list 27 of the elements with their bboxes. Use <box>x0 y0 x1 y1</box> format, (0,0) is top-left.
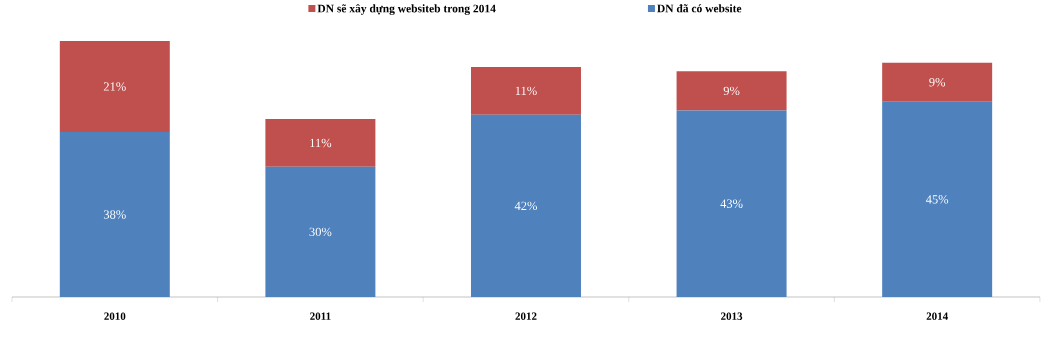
data-label: 11% <box>515 86 537 96</box>
bar <box>265 166 376 297</box>
data-label: 11% <box>310 138 332 148</box>
bar <box>470 67 581 115</box>
legend-label: DN đã có website <box>657 4 742 13</box>
bar <box>882 62 993 102</box>
data-label: 21% <box>103 82 126 91</box>
x-tick-label: 2010 <box>104 312 126 320</box>
bar <box>882 101 993 297</box>
bar <box>265 119 376 167</box>
x-tick-label: 2014 <box>926 312 948 320</box>
data-label: 9% <box>929 77 946 87</box>
bar <box>59 40 170 133</box>
bar <box>59 132 170 297</box>
data-label: 9% <box>723 86 740 96</box>
bar <box>676 71 787 111</box>
data-label: 43% <box>720 199 743 208</box>
bar <box>676 110 787 297</box>
bar <box>470 114 581 297</box>
x-tick-label: 2012 <box>515 312 537 320</box>
data-label: 30% <box>309 227 332 237</box>
x-tick-label: 2013 <box>721 312 743 320</box>
data-label: 42% <box>514 201 538 211</box>
data-label: 45% <box>925 195 949 204</box>
legend-label: DN sẽ xây dựng websiteb trong 2014 <box>317 4 496 15</box>
x-tick-label: 2011 <box>310 312 331 320</box>
data-label: 38% <box>103 210 126 219</box>
